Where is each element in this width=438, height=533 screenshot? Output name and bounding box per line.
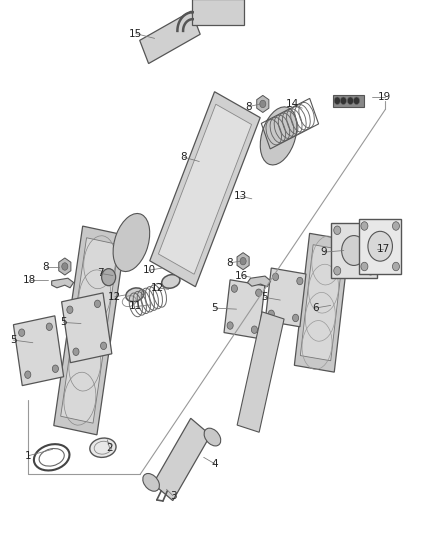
Bar (333, 95, 364, 107)
Circle shape (368, 231, 392, 261)
Ellipse shape (260, 107, 297, 165)
Circle shape (73, 348, 79, 356)
Text: 19: 19 (378, 92, 391, 102)
Text: 13: 13 (233, 191, 247, 201)
Polygon shape (59, 258, 71, 275)
Circle shape (340, 97, 346, 104)
Circle shape (272, 273, 279, 280)
Polygon shape (150, 92, 260, 287)
Text: 5: 5 (261, 293, 268, 302)
Text: 9: 9 (321, 247, 328, 257)
Circle shape (334, 266, 341, 275)
Circle shape (256, 289, 262, 296)
Polygon shape (140, 11, 200, 63)
Text: 3: 3 (170, 491, 177, 500)
Polygon shape (159, 104, 251, 274)
Polygon shape (265, 268, 306, 327)
Circle shape (240, 257, 246, 265)
Circle shape (67, 306, 73, 313)
Circle shape (231, 285, 237, 292)
Circle shape (347, 97, 353, 104)
Circle shape (334, 97, 340, 104)
Text: 14: 14 (286, 99, 299, 109)
Polygon shape (257, 95, 269, 112)
Polygon shape (192, 0, 244, 25)
Ellipse shape (90, 438, 116, 457)
Text: 18: 18 (23, 275, 36, 285)
Ellipse shape (113, 214, 150, 271)
Polygon shape (62, 293, 112, 362)
Text: 17: 17 (377, 245, 390, 254)
Text: 16: 16 (235, 271, 248, 280)
Text: 5: 5 (10, 335, 17, 345)
Polygon shape (54, 226, 126, 435)
Circle shape (361, 222, 368, 230)
Circle shape (260, 100, 266, 108)
Circle shape (19, 329, 25, 336)
Circle shape (353, 97, 360, 104)
Circle shape (62, 263, 68, 270)
Text: 10: 10 (142, 265, 155, 275)
Text: 2: 2 (106, 443, 113, 453)
Polygon shape (224, 280, 265, 338)
Circle shape (293, 314, 299, 322)
Text: 8: 8 (180, 152, 187, 162)
Circle shape (102, 269, 116, 286)
Text: 7: 7 (97, 269, 104, 278)
Circle shape (297, 277, 303, 285)
Text: 11: 11 (129, 302, 142, 311)
Text: 8: 8 (245, 102, 252, 111)
Circle shape (199, 158, 205, 165)
Circle shape (251, 326, 258, 334)
Circle shape (334, 226, 341, 235)
Circle shape (52, 365, 58, 373)
Polygon shape (294, 233, 350, 372)
Text: 8: 8 (226, 258, 233, 268)
Circle shape (159, 477, 170, 491)
Circle shape (392, 222, 399, 230)
Polygon shape (14, 316, 64, 385)
Polygon shape (247, 276, 271, 287)
Polygon shape (61, 238, 119, 423)
Polygon shape (359, 219, 401, 274)
Polygon shape (196, 153, 208, 170)
Text: 12: 12 (151, 283, 164, 293)
Text: 5: 5 (211, 303, 218, 313)
Circle shape (25, 371, 31, 378)
Text: 12: 12 (108, 292, 121, 302)
Circle shape (392, 262, 399, 271)
Ellipse shape (126, 288, 144, 302)
Polygon shape (300, 245, 343, 361)
Circle shape (342, 236, 366, 265)
Text: 8: 8 (42, 262, 49, 271)
Ellipse shape (143, 473, 159, 491)
Circle shape (100, 342, 106, 350)
Circle shape (367, 266, 374, 275)
Ellipse shape (204, 428, 221, 446)
Polygon shape (331, 223, 377, 278)
Circle shape (361, 262, 368, 271)
Circle shape (367, 226, 374, 235)
Circle shape (46, 323, 53, 330)
Polygon shape (237, 312, 284, 432)
Text: 1: 1 (25, 451, 32, 461)
Circle shape (95, 300, 101, 308)
Polygon shape (52, 278, 74, 288)
Circle shape (227, 322, 233, 329)
Ellipse shape (162, 274, 180, 288)
Text: 15: 15 (129, 29, 142, 38)
Polygon shape (237, 253, 249, 270)
Text: 5: 5 (60, 318, 67, 327)
Circle shape (268, 310, 274, 318)
Polygon shape (153, 418, 211, 500)
Text: 6: 6 (312, 303, 319, 313)
Text: 4: 4 (211, 459, 218, 469)
